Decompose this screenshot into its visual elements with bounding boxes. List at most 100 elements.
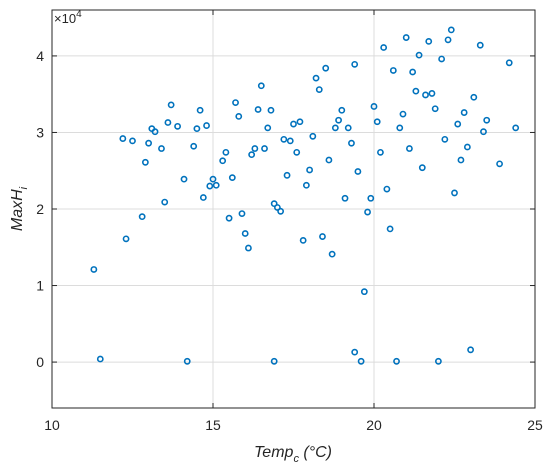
data-point [193,125,201,133]
y-tick-label: 1 [36,278,44,294]
data-point [364,208,371,216]
data-point [402,34,410,41]
data-point [380,44,388,51]
data-point [454,120,462,128]
data-point [341,194,349,202]
data-point [351,60,359,68]
data-point [167,101,175,109]
data-point [235,112,243,120]
data-point [325,156,333,164]
data-point [406,145,413,152]
data-point [122,235,130,243]
data-point [158,145,165,152]
y-tick-label: 0 [36,354,44,370]
data-point [241,230,249,237]
data-point [444,36,452,44]
data-point [199,194,207,201]
data-point [302,181,310,189]
data-point [96,355,104,363]
data-point [232,99,239,107]
data-point [370,103,378,110]
data-point [412,87,420,95]
data-point [434,357,442,365]
data-point [357,357,365,365]
data-point [257,82,265,90]
data-point [351,348,359,356]
data-point [164,119,172,126]
data-point [219,157,227,165]
data-point [338,106,346,114]
y-tick-label: 4 [36,48,44,64]
data-point [512,124,520,132]
data-point [290,120,297,128]
data-point [151,128,159,136]
data-point [463,143,471,151]
data-point [476,41,484,49]
data-point [438,55,446,63]
data-point [299,236,307,244]
data-point [261,145,268,152]
data-point [483,116,491,124]
data-point [373,118,381,126]
data-point [183,357,191,365]
data-point [174,122,181,130]
data-point [399,110,407,118]
data-point [254,106,262,113]
data-point [467,346,474,354]
data-point [273,204,281,211]
data-point [129,137,136,145]
data-point [251,145,259,152]
data-point [119,135,127,142]
data-point [319,233,326,240]
data-point [335,116,342,124]
data-point [360,288,368,296]
data-point [457,156,465,164]
data-point [505,59,513,67]
x-tick-label: 20 [366,417,382,433]
data-point [145,139,152,147]
data-point [309,132,317,140]
data-point [277,207,285,215]
data-point [296,118,304,126]
data-point [322,64,330,72]
data-point [225,214,233,222]
axis-ticks: 10 15 20 25 0 1 2 3 4 [36,10,543,433]
data-points [90,26,520,365]
y-axis-title: MaxHi [9,186,30,231]
data-point [245,244,252,252]
data-point [90,266,98,273]
data-point [206,182,214,190]
data-point [228,174,236,182]
data-point [431,105,439,113]
y-axis-exponent: ×104 [54,9,82,26]
data-point [306,166,313,174]
y-tick-label: 2 [36,201,44,217]
data-point [264,124,272,132]
data-point [286,137,294,145]
data-point [141,158,149,166]
data-point [496,160,503,168]
data-point [203,122,210,129]
data-point [383,185,391,193]
data-point [222,148,230,156]
data-point [418,164,426,172]
data-point [409,68,417,76]
data-point [312,74,320,82]
data-point [270,357,278,365]
data-point [267,106,275,114]
x-tick-label: 10 [44,417,60,433]
data-point [328,250,336,258]
data-point [161,198,169,206]
data-point [348,139,355,147]
data-point [393,357,400,365]
x-tick-label: 25 [527,417,543,433]
data-point [451,189,458,197]
data-point [212,181,220,189]
data-point [470,93,478,101]
data-point [248,151,256,159]
data-point [389,67,397,74]
data-point [460,109,468,116]
data-point [480,128,487,136]
data-point [283,171,291,179]
data-point [354,168,362,175]
